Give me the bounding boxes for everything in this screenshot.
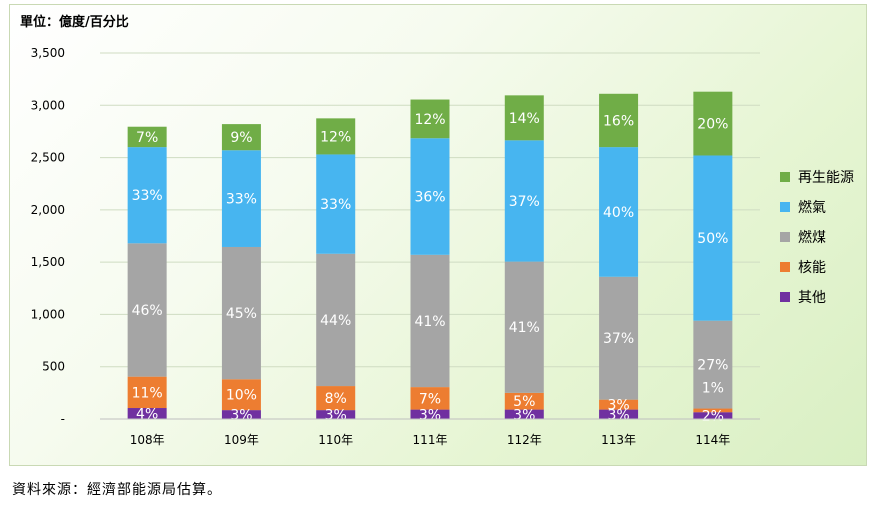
data-label: 50%: [697, 231, 728, 247]
bar-segment: [221, 410, 261, 419]
bar-segment: [504, 95, 544, 141]
data-label: 36%: [414, 190, 445, 206]
y-tick-label: 3,000: [31, 98, 65, 112]
bar-segment: [316, 410, 356, 419]
y-tick-label: -: [61, 412, 65, 426]
y-tick-label: 2,500: [31, 151, 65, 165]
legend-label: 燃氣: [798, 199, 826, 216]
bar-segment: [693, 412, 733, 419]
y-tick-label: 3,500: [31, 46, 65, 60]
bar-segment: [693, 320, 733, 409]
data-label: 3%: [607, 398, 629, 414]
bar-segment: [693, 91, 733, 156]
data-label: 11%: [132, 385, 163, 401]
data-label: 7%: [419, 391, 441, 407]
legend-swatch: [780, 262, 790, 272]
bar-segment: [410, 138, 450, 255]
data-label: 12%: [414, 112, 445, 128]
data-label: 41%: [509, 320, 540, 336]
bar-segment: [410, 387, 450, 410]
data-label: 20%: [697, 117, 728, 133]
bar-segment: [599, 399, 639, 410]
data-label: 7%: [136, 130, 158, 146]
bar-segment: [127, 376, 167, 409]
data-label: 5%: [513, 394, 535, 410]
data-label: 10%: [226, 388, 257, 404]
data-label: 4%: [136, 407, 158, 423]
legend-label: 核能: [798, 260, 826, 276]
bar-segment: [504, 392, 544, 410]
bar-segment: [410, 409, 450, 419]
data-label: 8%: [325, 391, 347, 407]
x-tick-label: 109年: [224, 433, 259, 447]
bar-segment: [316, 386, 356, 411]
bar-segment: [693, 155, 733, 321]
x-tick-label: 112年: [507, 433, 542, 447]
bar-segment: [693, 408, 733, 413]
legend-swatch: [780, 202, 790, 212]
legend-label: 再生能源: [798, 170, 854, 186]
y-tick-label: 1,500: [31, 255, 65, 269]
x-tick-label: 113年: [601, 433, 636, 447]
x-tick-label: 114年: [695, 433, 730, 447]
legend-swatch: [780, 232, 790, 242]
bar-segment: [127, 408, 167, 419]
data-label: 3%: [230, 408, 252, 424]
data-label: 44%: [320, 313, 351, 329]
data-label: 33%: [226, 192, 257, 208]
bar-segment: [221, 124, 261, 151]
x-tick-label: 110年: [318, 433, 353, 447]
data-label: 33%: [132, 188, 163, 204]
data-label: 41%: [414, 314, 445, 330]
legend-label: 其他: [798, 290, 826, 306]
bar-segment: [221, 150, 261, 247]
y-tick-label: 2,000: [31, 203, 65, 217]
data-label: 45%: [226, 306, 257, 322]
y-tick-label: 1,000: [31, 307, 65, 321]
x-tick-label: 108年: [130, 433, 165, 447]
legend-swatch: [780, 292, 790, 302]
data-label: 33%: [320, 197, 351, 213]
unit-label: 單位：億度/百分比: [20, 14, 129, 30]
legend-label: 燃煤: [798, 229, 826, 246]
bar-segment: [504, 409, 544, 419]
data-label: 46%: [132, 303, 163, 319]
data-label: 37%: [603, 331, 634, 347]
bar-segment: [127, 243, 167, 377]
bar-segment: [316, 118, 356, 155]
stacked-bar-chart: 單位：億度/百分比 4%11%46%33%7%3%10%45%33%9%3%8%…: [20, 14, 854, 447]
data-label: 40%: [603, 205, 634, 221]
data-label: 27%: [697, 358, 728, 374]
bar-segment: [410, 254, 450, 388]
bar-segment: [316, 154, 356, 254]
data-label: 3%: [419, 407, 441, 423]
bar-segment: [504, 261, 544, 393]
bar-segment: [127, 126, 167, 148]
y-tick-label: 500: [42, 360, 65, 374]
chart-panel: 單位：億度/百分比 4% 11% 46% 33% 7% 3% 10% 45% 33% 9% 3% 8%…: [9, 4, 867, 466]
bar-segment: [504, 140, 544, 262]
x-tick-label: 111年: [413, 433, 448, 447]
bar-segment: [410, 99, 450, 139]
bar-segment: [599, 409, 639, 419]
data-label: 3%: [325, 408, 347, 424]
data-label: 2%: [702, 409, 724, 425]
data-label: 9%: [230, 130, 252, 146]
data-label: 37%: [509, 194, 540, 210]
bar-segment: [221, 379, 261, 411]
data-label: 12%: [320, 129, 351, 145]
bar-segment: [316, 253, 356, 387]
bar-segment: [599, 147, 639, 277]
bar-segment: [221, 246, 261, 380]
data-label: 16%: [603, 113, 634, 129]
legend-swatch: [780, 172, 790, 182]
data-label: 14%: [509, 111, 540, 127]
data-label: 1%: [702, 381, 724, 397]
source-note: 資料來源：經濟部能源局估算。: [12, 482, 222, 498]
bar-segment: [127, 147, 167, 244]
bar-segment: [599, 93, 639, 148]
bar-segment: [599, 276, 639, 400]
